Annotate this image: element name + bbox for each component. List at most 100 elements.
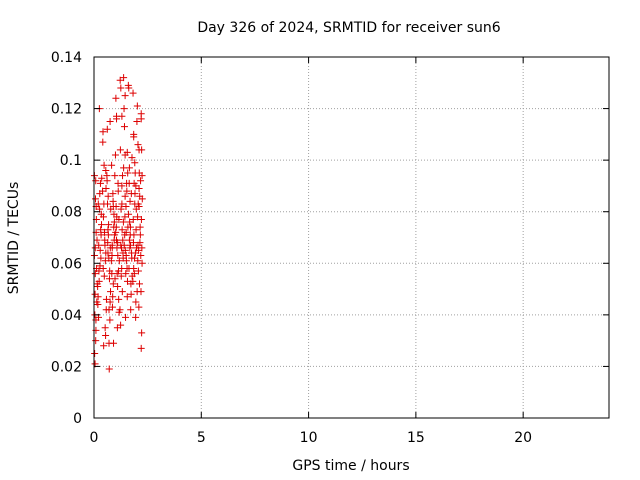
data-point: [94, 282, 102, 290]
data-point: [137, 344, 145, 352]
data-point: [111, 151, 119, 159]
x-tick-label: 5: [197, 430, 206, 446]
data-point: [92, 326, 100, 334]
y-tick-label: 0.12: [51, 102, 82, 118]
data-point: [130, 231, 138, 239]
x-axis-label: GPS time / hours: [292, 458, 409, 474]
data-point: [116, 146, 124, 154]
data-point: [125, 164, 133, 172]
data-point: [114, 179, 122, 187]
data-point: [130, 130, 138, 138]
data-point: [106, 117, 114, 125]
data-point: [102, 185, 110, 193]
data-point: [93, 236, 101, 244]
data-point: [123, 293, 131, 301]
data-point: [101, 324, 109, 332]
data-point: [120, 105, 128, 113]
data-point: [138, 244, 146, 252]
data-point: [118, 182, 126, 190]
data-point: [121, 192, 129, 200]
y-tick-labels: 0 0.02 0.04 0.06 0.08 0.1 0.12 0.14: [51, 50, 82, 427]
data-point: [129, 239, 137, 247]
data-point: [92, 177, 100, 185]
data-point: [114, 282, 122, 290]
grid-lines: [94, 57, 609, 418]
data-point: [104, 239, 112, 247]
data-point: [106, 298, 114, 306]
data-point: [95, 277, 103, 285]
data-point: [104, 200, 112, 208]
data-point: [137, 252, 145, 260]
data-point: [91, 270, 99, 278]
data-point: [115, 295, 123, 303]
data-point: [105, 221, 113, 229]
data-point: [122, 203, 130, 211]
data-point: [132, 226, 140, 234]
data-point: [119, 218, 127, 226]
y-tick-label: 0.04: [51, 308, 82, 324]
data-point: [96, 179, 104, 187]
data-point: [132, 313, 140, 321]
x-tick-labels: 0 5 10 15 20: [90, 430, 533, 446]
data-point: [91, 350, 99, 358]
data-point: [122, 270, 130, 278]
data-point: [137, 215, 145, 223]
data-point: [95, 241, 103, 249]
data-point: [94, 301, 102, 309]
data-point: [112, 228, 120, 236]
y-tick-label: 0: [73, 411, 82, 427]
data-point: [123, 187, 131, 195]
data-point: [102, 166, 110, 174]
data-point: [99, 138, 107, 146]
data-point: [130, 264, 138, 272]
x-tick-label: 10: [300, 430, 318, 446]
data-point: [117, 84, 125, 92]
data-point: [138, 172, 146, 180]
y-tick-label: 0.1: [60, 153, 82, 169]
data-point: [118, 288, 126, 296]
data-point: [110, 218, 118, 226]
data-point: [99, 264, 107, 272]
data-point: [95, 267, 103, 275]
data-point: [138, 329, 146, 337]
data-point: [113, 115, 121, 123]
data-point: [111, 275, 119, 283]
data-point: [134, 213, 142, 221]
data-point: [98, 174, 106, 182]
data-point: [133, 117, 141, 125]
data-point: [126, 223, 134, 231]
data-point: [106, 316, 114, 324]
data-points: [90, 74, 146, 373]
data-point: [108, 161, 116, 169]
data-point: [127, 306, 135, 314]
x-tick-label: 0: [90, 430, 99, 446]
data-point: [100, 161, 108, 169]
data-point: [119, 172, 127, 180]
data-point: [135, 203, 143, 211]
y-tick-label: 0.08: [51, 205, 82, 221]
data-point: [122, 313, 130, 321]
data-point: [121, 246, 129, 254]
data-point: [138, 195, 146, 203]
data-point: [104, 249, 112, 257]
y-tick-label: 0.14: [51, 50, 82, 66]
data-point: [137, 110, 145, 118]
data-point: [110, 339, 118, 347]
data-point: [99, 213, 107, 221]
data-point: [103, 177, 111, 185]
data-point: [105, 365, 113, 373]
data-point: [131, 159, 139, 167]
data-point: [109, 293, 117, 301]
data-point: [137, 288, 145, 296]
data-point: [117, 205, 125, 213]
data-point: [108, 303, 116, 311]
data-point: [122, 252, 130, 260]
data-point: [133, 102, 141, 110]
data-point: [137, 177, 145, 185]
data-point: [125, 210, 133, 218]
data-point: [107, 257, 115, 265]
data-point: [109, 280, 117, 288]
data-point: [102, 295, 110, 303]
data-point: [134, 267, 142, 275]
data-point: [126, 218, 134, 226]
